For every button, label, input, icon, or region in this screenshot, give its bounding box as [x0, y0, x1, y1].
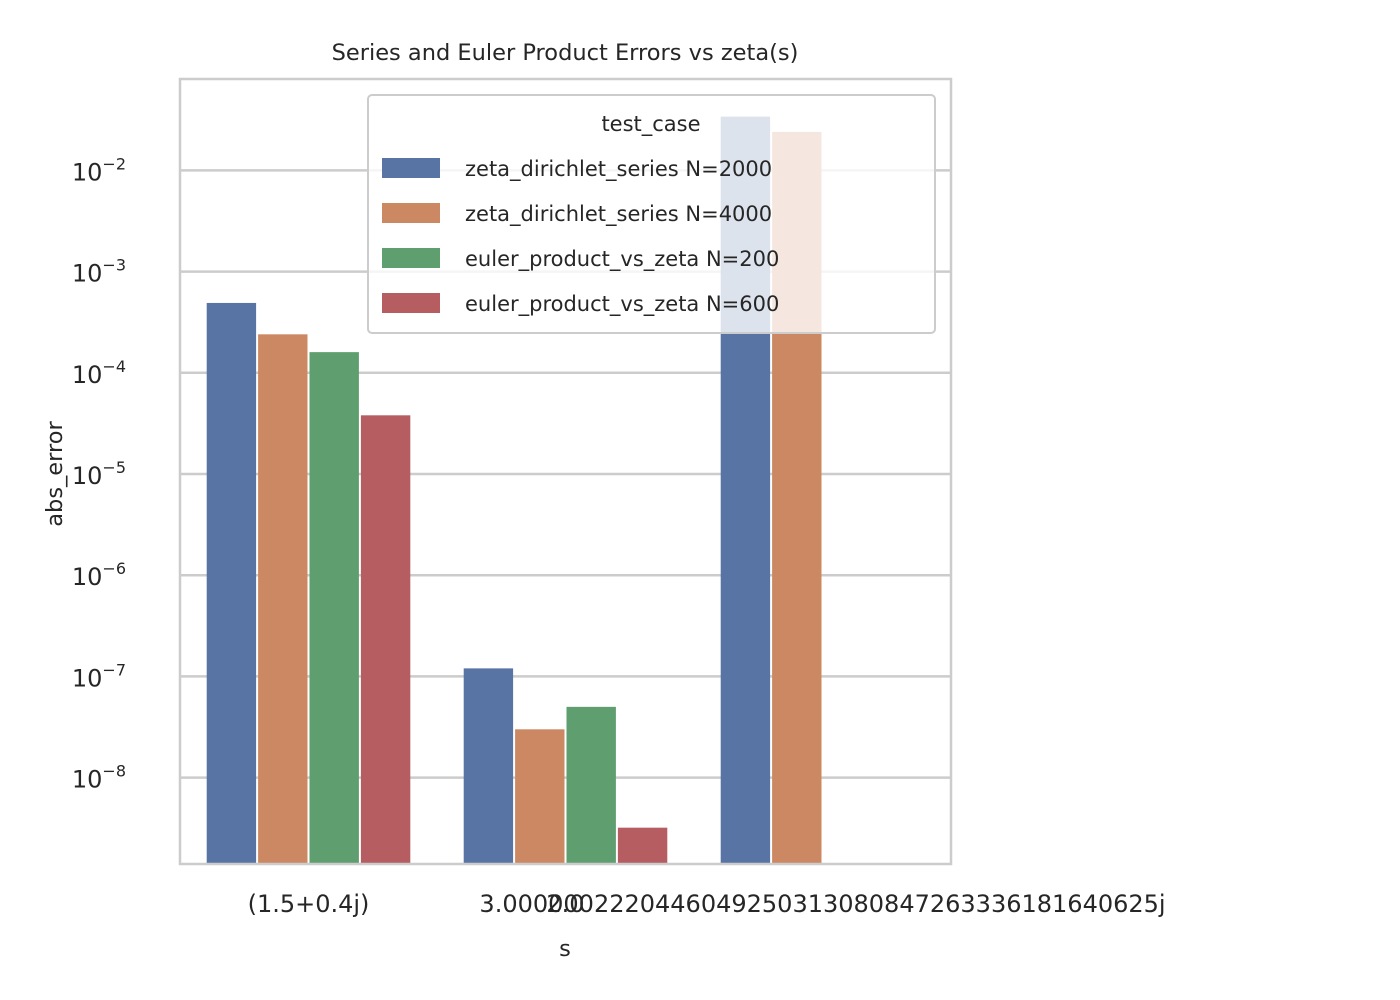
y-tick-label: 10−5: [72, 458, 126, 490]
grid-lines: [180, 169, 951, 779]
y-tick-label: 10−3: [72, 256, 126, 288]
y-tick-base: 10: [72, 462, 103, 490]
legend-label: euler_product_vs_zeta N=200: [465, 247, 779, 272]
x-tick-labels: (1.5+0.4j) 2.03.0000002220446049250313080…: [248, 890, 1166, 918]
y-axis-label: abs_error: [42, 420, 68, 526]
y-tick-exponent: −6: [102, 559, 126, 578]
bar: [258, 334, 308, 864]
bars: [206, 116, 822, 865]
legend-swatch: [382, 293, 440, 313]
y-tick-base: 10: [72, 158, 103, 186]
y-tick-label: 10−6: [72, 559, 126, 591]
bar: [463, 668, 514, 864]
x-tick-label: (1.5+0.4j): [248, 890, 370, 918]
y-tick-label: 10−7: [72, 660, 126, 692]
y-tick-label: 10−8: [72, 762, 126, 794]
y-tick-base: 10: [72, 361, 103, 389]
plot-frame: [178, 77, 953, 866]
bar: [566, 706, 616, 864]
bar: [206, 302, 257, 864]
legend-label: zeta_dirichlet_series N=2000: [465, 157, 772, 182]
bar: [309, 352, 359, 864]
legend-label: zeta_dirichlet_series N=4000: [465, 202, 772, 227]
legend-swatch: [382, 203, 440, 223]
x-tick-label: 2.0: [546, 890, 584, 918]
y-tick-label: 10−2: [72, 154, 126, 186]
legend-swatch: [382, 158, 440, 178]
y-tick-exponent: −4: [102, 357, 126, 376]
legend-box: [367, 94, 936, 334]
x-tick-label: 3.00000022204460492503130808472633361816…: [479, 890, 1165, 918]
y-tick-labels: 10−210−310−410−510−610−710−8: [72, 154, 126, 793]
y-tick-exponent: −3: [102, 256, 126, 275]
y-tick-base: 10: [72, 563, 103, 591]
bar: [515, 729, 565, 864]
y-tick-exponent: −5: [102, 458, 126, 477]
legend-title: test_case: [601, 112, 700, 137]
x-axis-label: s: [559, 936, 571, 962]
y-tick-base: 10: [72, 766, 103, 794]
y-tick-base: 10: [72, 260, 103, 288]
y-tick-exponent: −2: [102, 154, 126, 173]
bar: [360, 415, 411, 864]
legend-swatch: [382, 248, 440, 268]
bar: [617, 827, 668, 864]
y-tick-base: 10: [72, 664, 103, 692]
legend: test_case zeta_dirichlet_series N=2000 zet…: [367, 94, 936, 334]
y-tick-exponent: −8: [102, 762, 126, 781]
legend-label: euler_product_vs_zeta N=600: [465, 292, 779, 317]
chart-title: Series and Euler Product Errors vs zeta(…: [332, 40, 799, 66]
y-tick-exponent: −7: [102, 660, 126, 679]
y-tick-label: 10−4: [72, 357, 126, 389]
